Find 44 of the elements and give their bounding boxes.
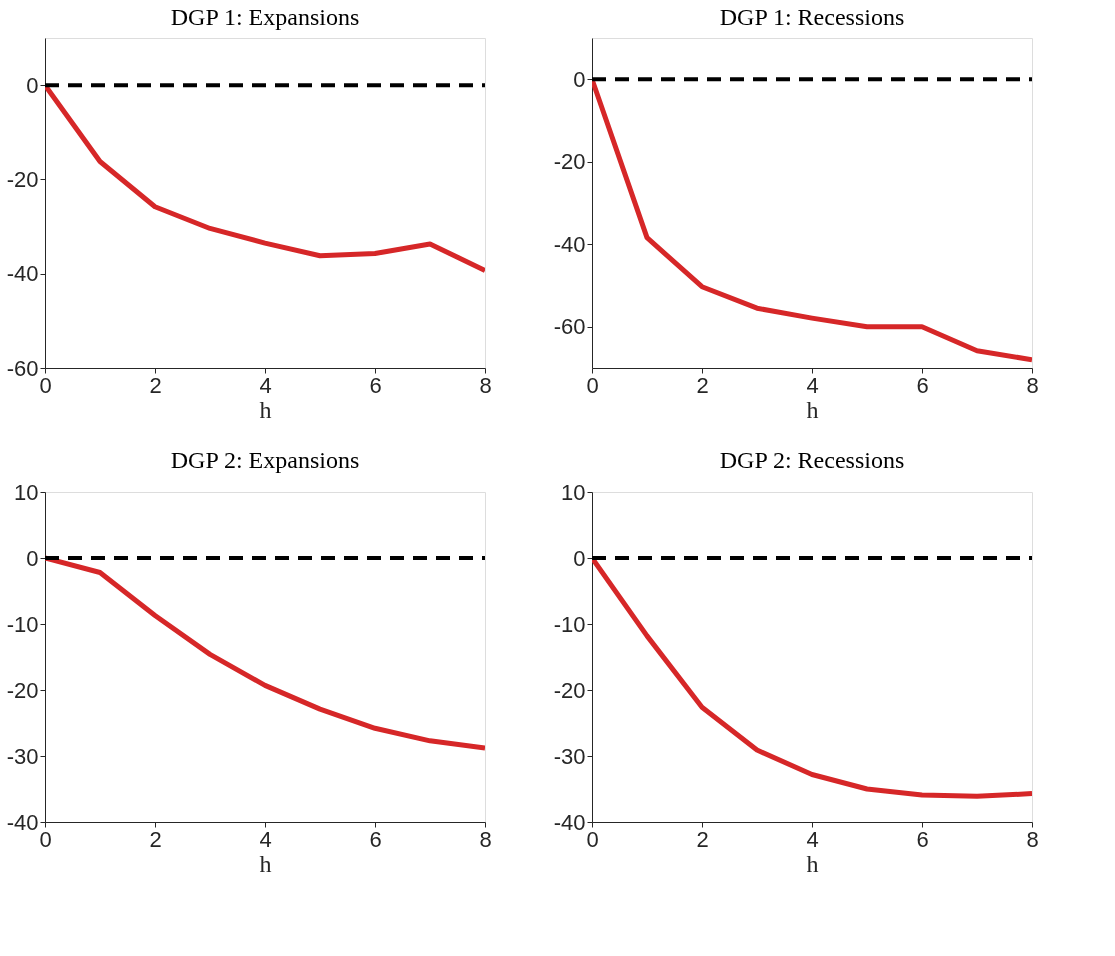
y-tick-label: 0: [573, 545, 586, 571]
y-tick-label: -10: [553, 611, 586, 637]
x-axis-title: h: [806, 396, 819, 423]
y-tick-label: 0: [26, 72, 39, 98]
x-tick-label: 4: [806, 826, 819, 852]
chart-title: DGP 2: Recessions: [719, 447, 905, 473]
y-tick-label: -60: [553, 314, 586, 340]
x-tick-label: 6: [916, 372, 929, 398]
x-tick-label: 2: [149, 826, 162, 852]
x-tick-label: 4: [259, 826, 272, 852]
y-tick-label: -40: [6, 261, 39, 287]
x-tick-label: 6: [369, 826, 382, 852]
y-tick-label: -20: [553, 677, 586, 703]
y-tick-label: -40: [6, 809, 39, 835]
chart-title: DGP 1: Recessions: [719, 4, 905, 30]
y-tick-label: 10: [14, 479, 39, 505]
x-tick-label: 2: [696, 372, 709, 398]
chart-title: DGP 1: Expansions: [170, 4, 360, 30]
y-tick-label: -20: [6, 677, 39, 703]
y-tick-label: 0: [26, 545, 39, 571]
x-tick-label: 8: [479, 826, 492, 852]
y-tick-label: -30: [6, 743, 39, 769]
x-tick-label: 8: [1026, 372, 1039, 398]
y-tick-label: -60: [6, 355, 39, 381]
x-tick-label: 8: [479, 372, 492, 398]
x-tick-label: 4: [806, 372, 819, 398]
x-axis-title: h: [259, 396, 272, 423]
y-tick-label: -10: [6, 611, 39, 637]
y-tick-label: -20: [553, 149, 586, 175]
y-tick-label: -20: [6, 166, 39, 192]
x-tick-label: 2: [149, 372, 162, 398]
x-tick-label: 8: [1026, 826, 1039, 852]
chart-title: DGP 2: Expansions: [170, 447, 360, 473]
x-tick-label: 4: [259, 372, 272, 398]
y-tick-label: -30: [553, 743, 586, 769]
x-tick-label: 6: [916, 826, 929, 852]
y-tick-label: 0: [573, 66, 586, 92]
x-axis-title: h: [259, 850, 272, 877]
x-tick-label: 2: [696, 826, 709, 852]
x-axis-title: h: [806, 850, 819, 877]
x-tick-label: 6: [369, 372, 382, 398]
y-tick-label: 10: [561, 479, 586, 505]
y-tick-label: -40: [553, 231, 586, 257]
y-tick-label: -40: [553, 809, 586, 835]
